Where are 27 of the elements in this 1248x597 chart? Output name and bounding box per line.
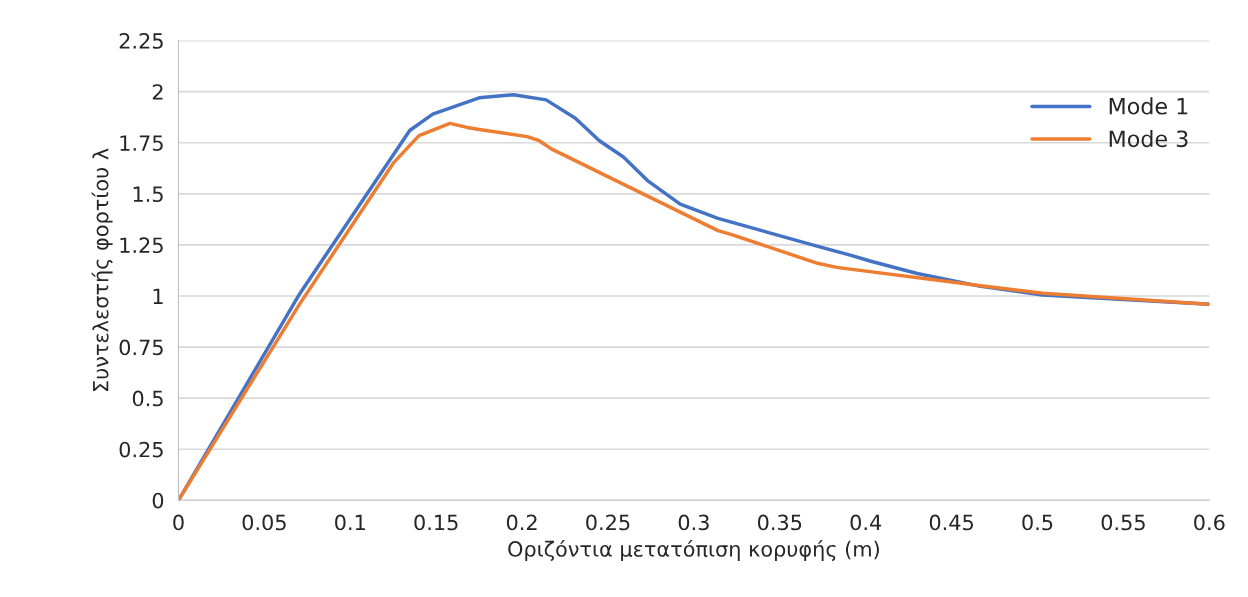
x-axis-title: Οριζόντια μετατόπιση κορυφής (m) — [508, 539, 879, 561]
y-axis-title: Συντελεστής φορτίου λ — [91, 148, 113, 391]
legend-label: Mode 1 — [1109, 97, 1188, 115]
x-tick-label: 0.5 — [1022, 514, 1053, 531]
x-tick-label: 0.35 — [757, 514, 802, 531]
x-tick-label: 0 — [173, 514, 184, 531]
y-tick-label: 0 — [152, 492, 164, 509]
y-tick-label: 2 — [152, 84, 163, 100]
y-tick-label: 0.5 — [132, 390, 163, 407]
y-tick-label: 0.75 — [119, 339, 163, 356]
y-tick-label: 1.5 — [133, 186, 163, 203]
y-tick-label: 2.25 — [119, 33, 163, 49]
x-tick-label: 0.2 — [506, 514, 537, 531]
legend-label: Mode 3 — [1109, 129, 1188, 148]
x-tick-label: 0.05 — [242, 514, 286, 531]
x-tick-label: 0.15 — [414, 514, 458, 531]
x-tick-label: 0.3 — [678, 514, 709, 531]
x-tick-label: 0.25 — [586, 514, 630, 531]
y-tick-label: 0.25 — [119, 441, 163, 458]
x-tick-label: 0.55 — [1101, 514, 1145, 531]
y-tick-label: 1.25 — [120, 237, 163, 254]
y-tick-label: 1 — [153, 288, 163, 304]
x-tick-label: 0.4 — [850, 514, 882, 531]
x-tick-label: 0.45 — [929, 514, 973, 531]
y-tick-label: 1.75 — [120, 135, 163, 151]
x-tick-label: 0.1 — [335, 514, 365, 531]
x-tick-label: 0.6 — [1194, 514, 1225, 531]
